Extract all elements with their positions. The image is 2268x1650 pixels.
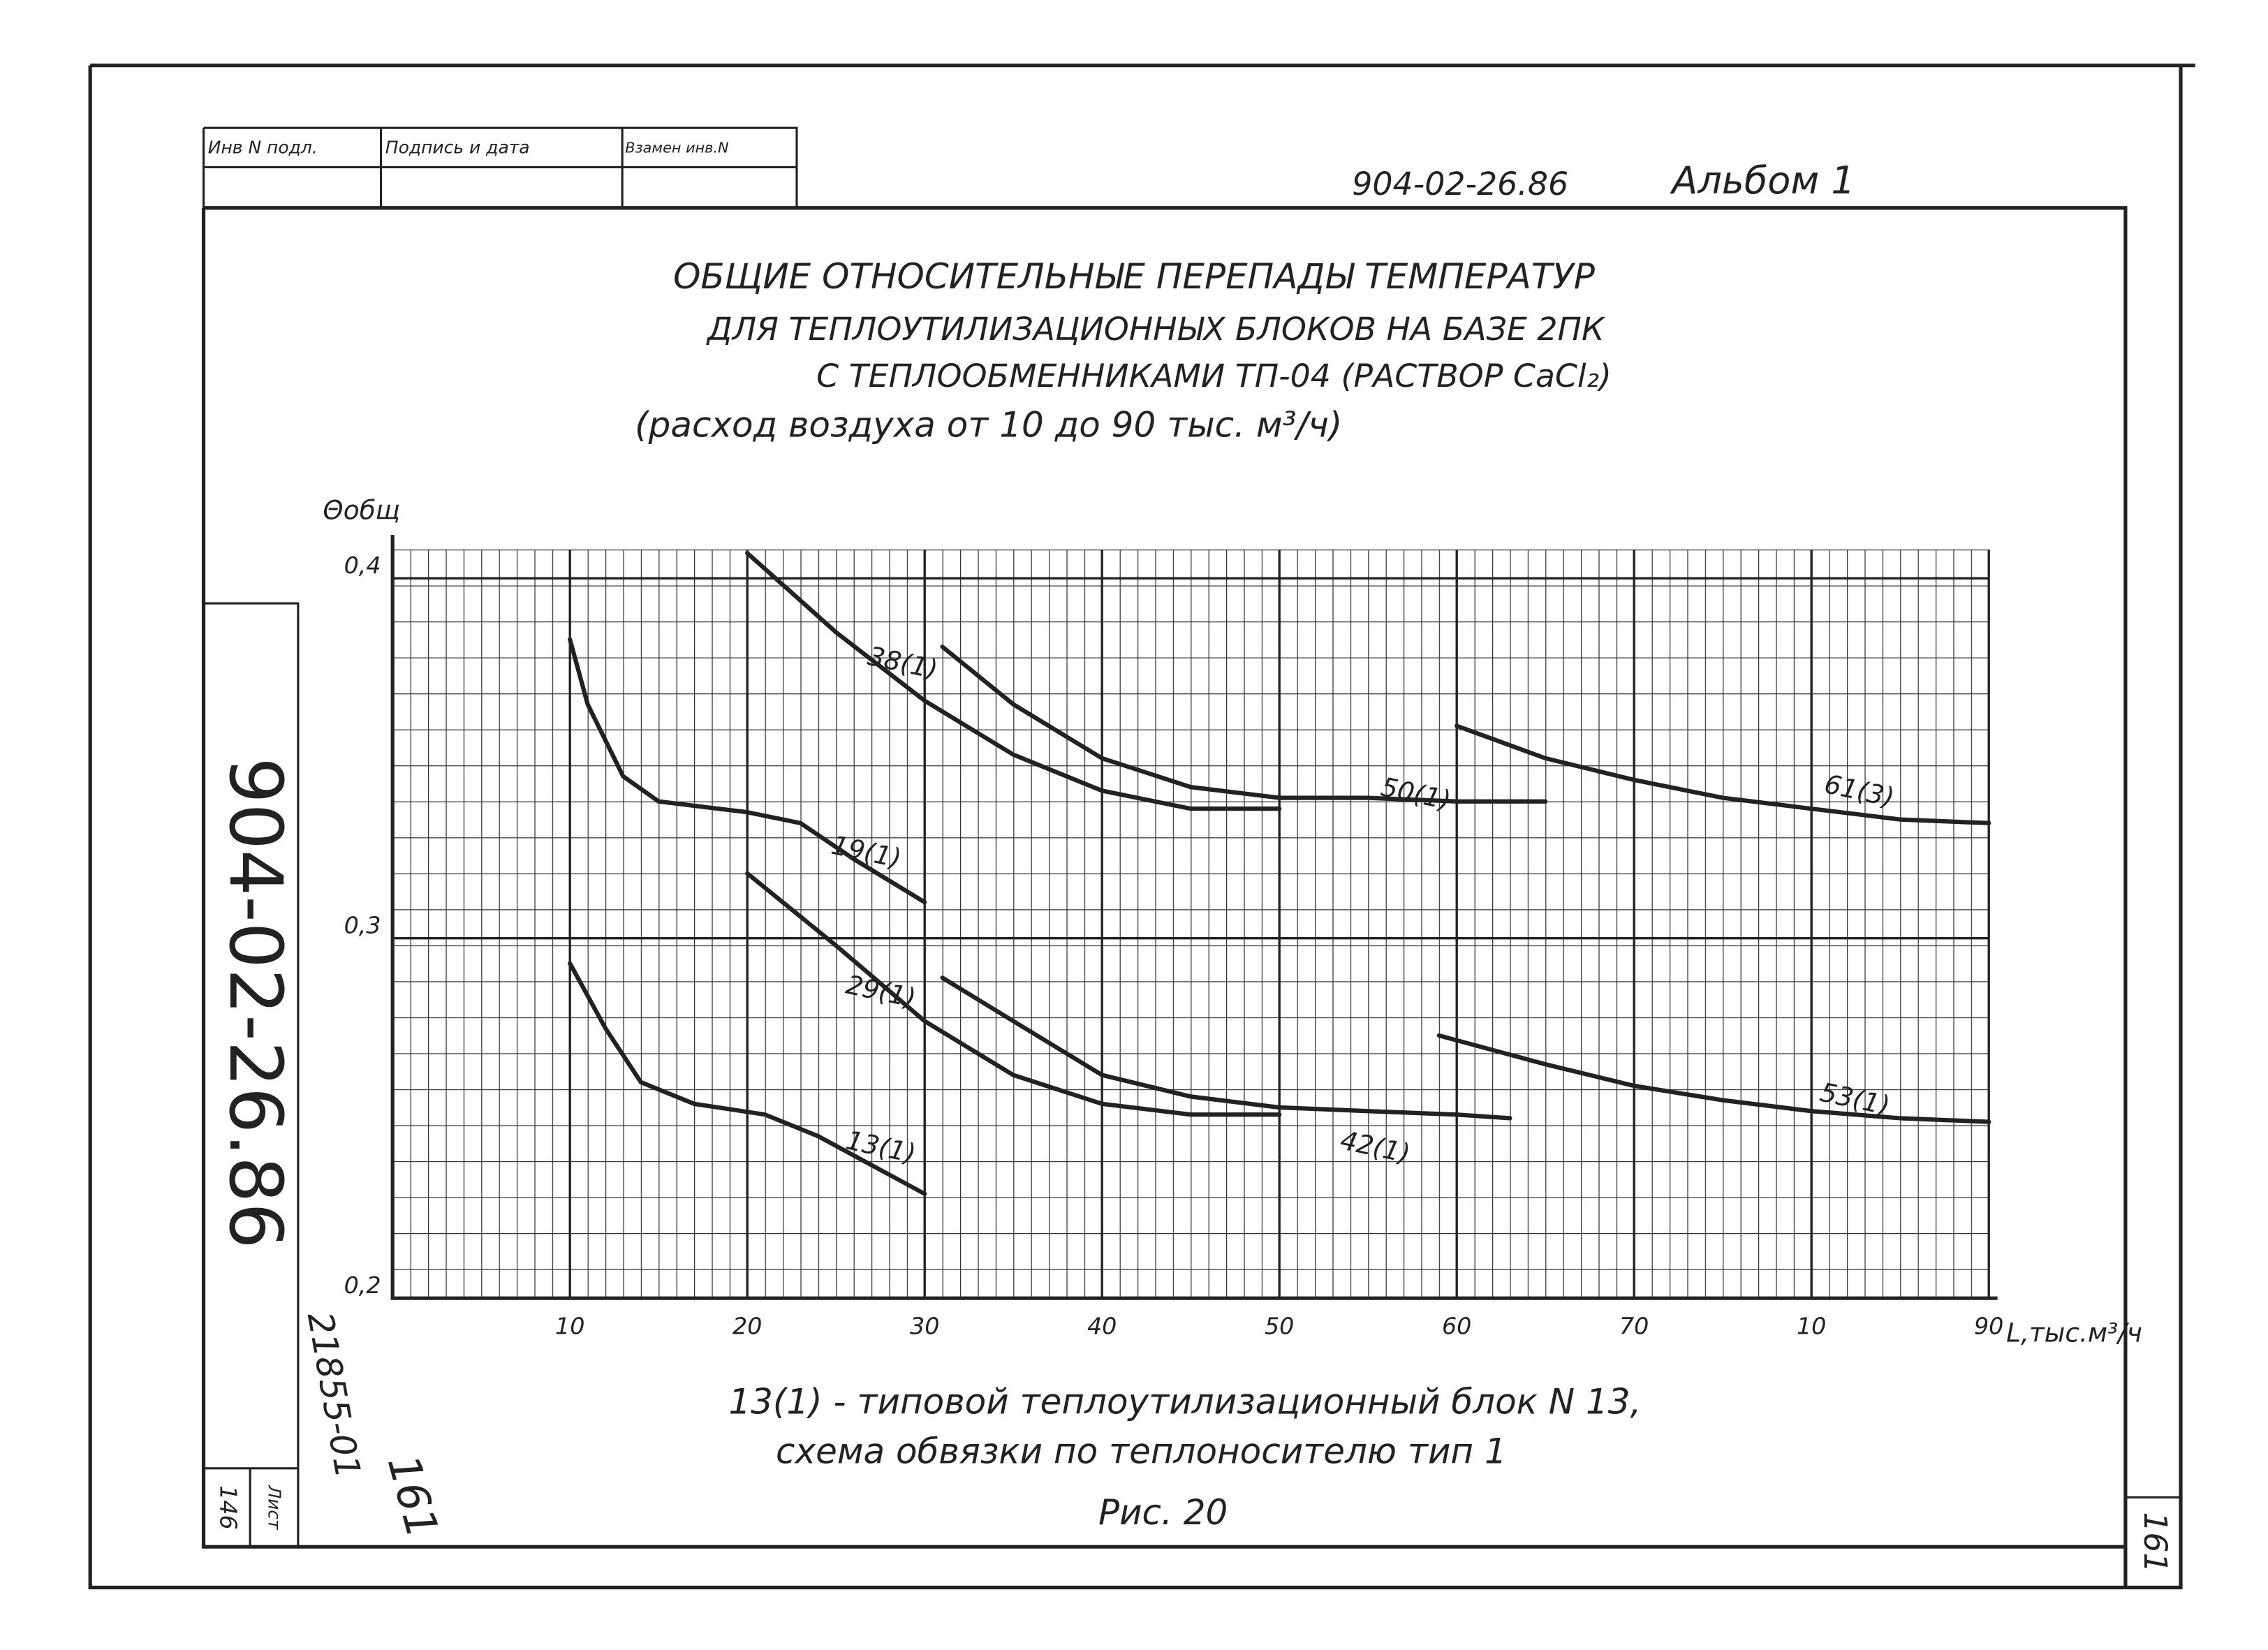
curve: [568, 637, 927, 905]
caption: схема обвязки по теплоносителю тип 1: [776, 1431, 1507, 1471]
chart-subtitle: ДЛЯ ТЕПЛОУТИЛИЗАЦИОННЫХ БЛОКОВ НА БАЗЕ 2…: [706, 310, 1606, 348]
x-tick-label: 20: [732, 1312, 762, 1339]
caption: 13(1) - типовой теплоутилизационный блок…: [728, 1382, 1641, 1422]
x-tick-label: 50: [1265, 1312, 1294, 1339]
curve: [745, 871, 1282, 1117]
y-tick-label: 0,2: [344, 1272, 381, 1299]
x-tick-label: 10: [555, 1312, 584, 1339]
x-axis-label: L,тыс.м³/ч: [2006, 1318, 2142, 1348]
x-tick-label: 70: [1619, 1312, 1649, 1339]
page-number-box: [2124, 1496, 2182, 1589]
stamp-cell: Подпись и дата: [385, 137, 530, 157]
curve: [568, 961, 927, 1196]
stamp-cell: Взамен инв.N: [625, 139, 728, 156]
minor-grid: [392, 549, 1989, 1299]
inner-frame: [201, 206, 2128, 1588]
document-code: 904-02-26.86: [1352, 165, 1568, 202]
x-tick-label: 10: [1797, 1312, 1826, 1339]
curve: [940, 975, 1512, 1121]
page-number: 161: [2137, 1512, 2174, 1572]
sheet-number: 146: [214, 1485, 242, 1530]
chart-subtitle: С ТЕПЛООБМЕННИКАМИ ТП-04 (РАСТВОР CaCl₂): [816, 357, 1612, 395]
chart-title: ОБЩИЕ ОТНОСИТЕЛЬНЫЕ ПЕРЕПАДЫ ТЕМПЕРАТУР: [673, 256, 1596, 297]
curve: [1436, 1033, 1991, 1124]
stamp-cell: Инв N подл.: [208, 137, 318, 157]
y-axis-label: Θобщ: [323, 494, 400, 525]
side-code: 904-02-26.86: [213, 757, 298, 1248]
album: Альбом 1: [1670, 159, 1855, 202]
x-tick-label: 90: [1974, 1312, 2003, 1339]
y-tick-label: 0,4: [344, 552, 381, 579]
outer-frame: [88, 64, 2195, 1590]
x-tick-label: 40: [1087, 1312, 1117, 1339]
sheet-label: Лист: [264, 1485, 284, 1531]
chart-subtitle: (расход воздуха от 10 до 90 тыс. м³/ч): [635, 405, 1342, 445]
y-tick-label: 0,3: [344, 912, 381, 939]
curve: [745, 551, 1282, 811]
x-tick-label: 30: [910, 1312, 939, 1339]
stamp-table: [202, 126, 798, 208]
side-stamp: [203, 602, 300, 1547]
figure-label: Рис. 20: [1098, 1492, 1228, 1533]
x-tick-label: 60: [1442, 1312, 1471, 1339]
curve: [1455, 723, 1991, 825]
curve: [940, 644, 1548, 804]
